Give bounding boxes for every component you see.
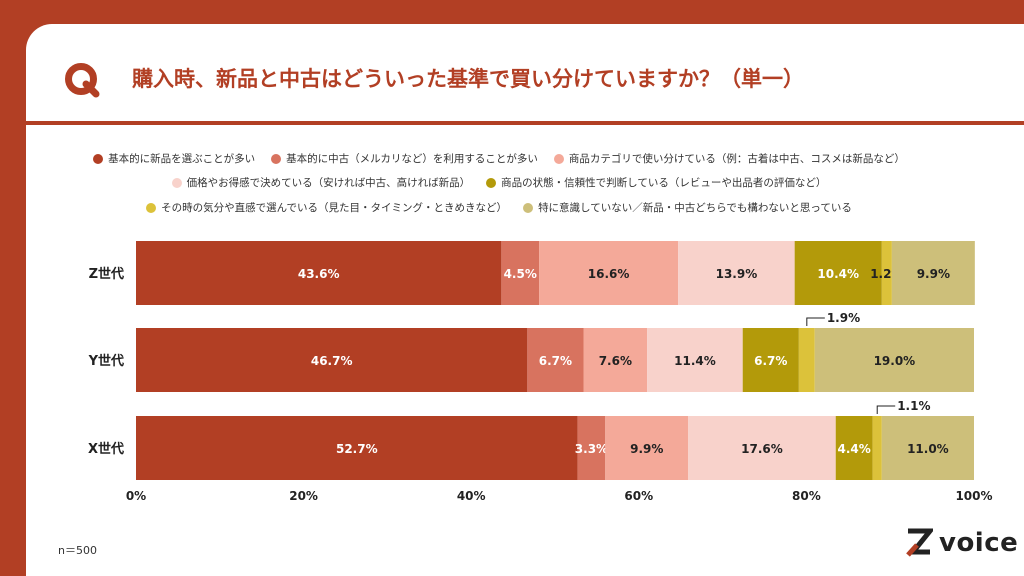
sample-size-note: n＝500 bbox=[58, 544, 97, 557]
bar-segment bbox=[136, 416, 578, 480]
bar-segment bbox=[605, 416, 689, 480]
data-label: 11.4% bbox=[674, 354, 716, 368]
data-label: 6.7% bbox=[539, 354, 572, 368]
legend-row-2: 価格やお得感で決めている（安ければ中古、高ければ新品） 商品の状態・信頼性で判断… bbox=[0, 175, 998, 190]
bar-segment bbox=[881, 241, 892, 305]
brand-logo: voice bbox=[905, 528, 1018, 558]
brand-name: voice bbox=[939, 528, 1019, 558]
legend-item: 基本的に中古（メルカリなど）を利用することが多い bbox=[271, 151, 538, 166]
legend-label: 特に意識していない／新品・中古どちらでも構わないと思っている bbox=[538, 202, 852, 214]
data-label: 3.3% bbox=[575, 442, 608, 456]
data-label: 43.6% bbox=[298, 267, 340, 281]
data-label: 4.4% bbox=[838, 442, 871, 456]
question-mark-icon bbox=[65, 63, 100, 98]
leader-line bbox=[806, 317, 825, 326]
bar-segment bbox=[794, 241, 882, 305]
bar-segment bbox=[678, 241, 795, 305]
legend-swatch bbox=[553, 153, 564, 164]
legend-swatch bbox=[171, 177, 182, 188]
data-label: 46.7% bbox=[311, 354, 353, 368]
data-label: 1.9% bbox=[827, 311, 860, 325]
legend-swatch bbox=[486, 177, 497, 188]
category-label: Z世代 bbox=[89, 266, 124, 282]
data-label: 6.7% bbox=[754, 354, 787, 368]
bar-segment bbox=[136, 241, 502, 305]
data-label: 16.6% bbox=[588, 267, 630, 281]
legend-label: 基本的に新品を選ぶことが多い bbox=[108, 153, 256, 165]
bar-segment bbox=[647, 328, 743, 392]
data-label: 9.9% bbox=[917, 267, 950, 281]
bar-segment bbox=[798, 328, 815, 392]
data-label: 7.6% bbox=[599, 354, 632, 368]
leader-line bbox=[876, 405, 896, 414]
legend-label: その時の気分や直感で選んでいる（見た目・タイミング・ときめきなど） bbox=[161, 202, 508, 214]
title-divider bbox=[26, 121, 1024, 125]
legend-item: 特に意識していない／新品・中古どちらでも構わないと思っている bbox=[523, 200, 852, 215]
legend-swatch bbox=[93, 153, 104, 164]
z-logo-icon bbox=[906, 528, 933, 557]
legend-item: 商品の状態・信頼性で判断している（レビューや出品者の評価など） bbox=[486, 175, 826, 190]
legend-item: 商品カテゴリで使い分けている（例：古着は中古、コスメは新品など） bbox=[553, 151, 905, 166]
legend-item: その時の気分や直感で選んでいる（見た目・タイミング・ときめきなど） bbox=[146, 200, 507, 215]
data-label: 10.4% bbox=[817, 267, 859, 281]
legend-item: 基本的に新品を選ぶことが多い bbox=[93, 151, 255, 166]
x-tick-label: 60% bbox=[624, 489, 653, 503]
legend-swatch bbox=[523, 202, 534, 213]
bar-segment bbox=[136, 328, 528, 392]
bar-segment bbox=[742, 328, 799, 392]
data-label: 17.6% bbox=[741, 442, 783, 456]
legend-swatch bbox=[271, 153, 282, 164]
legend-label: 基本的に中古（メルカリなど）を利用することが多い bbox=[286, 153, 538, 165]
bar-segment bbox=[527, 328, 584, 392]
x-tick-label: 0% bbox=[126, 489, 146, 503]
bar-segment bbox=[835, 416, 873, 480]
x-tick-label: 100% bbox=[955, 489, 992, 503]
legend-label: 商品カテゴリで使い分けている（例：古着は中古、コスメは新品など） bbox=[568, 153, 905, 165]
x-tick-label: 20% bbox=[289, 489, 318, 503]
data-label: 4.5% bbox=[504, 267, 537, 281]
data-label: 13.9% bbox=[716, 267, 758, 281]
bar-segment bbox=[891, 241, 975, 305]
bar-segment bbox=[501, 241, 540, 305]
x-tick-label: 80% bbox=[792, 489, 821, 503]
legend-label: 商品の状態・信頼性で判断している（レビューや出品者の評価など） bbox=[501, 177, 827, 189]
bar-segment bbox=[688, 416, 836, 480]
bar-segment bbox=[814, 328, 974, 392]
category-label: Y世代 bbox=[88, 353, 124, 369]
legend-item: 価格やお得感で決めている（安ければ中古、高ければ新品） bbox=[171, 175, 471, 190]
bar-segment bbox=[881, 416, 974, 480]
data-label: 1.1% bbox=[897, 399, 930, 413]
x-tick-label: 40% bbox=[457, 489, 486, 503]
legend-label: 価格やお得感で決めている（安ければ中古、高ければ新品） bbox=[186, 177, 471, 189]
data-label: 19.0% bbox=[874, 354, 916, 368]
bar-segment bbox=[577, 416, 606, 480]
data-label: 11.0% bbox=[907, 442, 949, 456]
bar-segment bbox=[872, 416, 882, 480]
bar-segment bbox=[583, 328, 648, 392]
data-label: 9.9% bbox=[630, 442, 663, 456]
legend-row-1: 基本的に新品を選ぶことが多い 基本的に中古（メルカリなど）を利用することが多い … bbox=[0, 151, 998, 166]
legend-swatch bbox=[146, 202, 157, 213]
legend-row-3: その時の気分や直感で選んでいる（見た目・タイミング・ときめきなど） 特に意識して… bbox=[0, 200, 998, 215]
bar-segment bbox=[539, 241, 679, 305]
page-title: 購入時、新品と中古はどういった基準で買い分けていますか？（単一） bbox=[132, 67, 804, 91]
category-label: X世代 bbox=[88, 441, 124, 457]
data-label: 52.7% bbox=[336, 442, 378, 456]
